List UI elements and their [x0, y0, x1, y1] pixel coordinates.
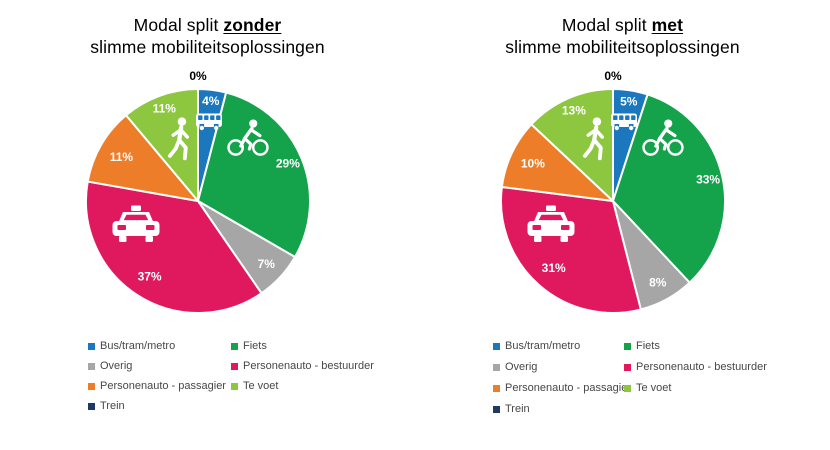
legend-label-personenauto-passagier: Personenauto - passagier [100, 380, 226, 392]
legend-swatch-personenauto-passagier [88, 383, 95, 390]
legend-swatch-overig [88, 363, 95, 370]
legend-item-personenauto-bestuurder: Personenauto - bestuurder [624, 361, 767, 374]
legend-item-trein: Trein [493, 403, 624, 416]
legend-swatch-personenauto-passagier [493, 385, 500, 392]
pie-label-personenauto-passagier: 10% [521, 156, 545, 170]
legend-label-overig: Overig [505, 361, 538, 373]
title-line2: slimme mobiliteitsoplossingen [505, 37, 740, 57]
legend-item-bus-tram-metro: Bus/tram/metro [493, 340, 624, 353]
pie-label-fiets: 33% [696, 173, 720, 187]
legend-item-fiets: Fiets [624, 340, 767, 353]
title-keyword: zonder [223, 15, 282, 35]
pie-label-fiets: 29% [276, 156, 300, 170]
legend-item-personenauto-passagier: Personenauto - passagier [88, 380, 231, 393]
legend-label-fiets: Fiets [243, 340, 267, 352]
pie-label-te-voet: 13% [562, 104, 586, 118]
pie-label-overig: 8% [649, 276, 667, 290]
pie-slice-te-voet [125, 88, 199, 202]
pie-label-overig: 7% [258, 257, 276, 271]
legend-item-personenauto-passagier: Personenauto - passagier [493, 382, 631, 395]
chart-panel-zonder: Modal split zonder slimme mobiliteitsopl… [8, 14, 407, 413]
legend-swatch-bus-tram-metro [493, 343, 500, 350]
pie-label-bus-tram-metro: 4% [202, 94, 220, 108]
legend-zonder: Bus/tram/metro Fiets Overig Personenauto - … [88, 340, 374, 413]
chart-title-met: Modal split met slimme mobiliteitsoploss… [423, 14, 822, 58]
legend-label-trein: Trein [505, 403, 530, 415]
legend-item-fiets: Fiets [231, 340, 374, 353]
legend-item-overig: Overig [88, 360, 231, 373]
legend-swatch-fiets [624, 343, 631, 350]
legend-swatch-trein [493, 406, 500, 413]
pie-label-personenauto-passagier: 11% [110, 150, 134, 164]
legend-swatch-te-voet [231, 383, 238, 390]
title-prefix: Modal split [561, 15, 647, 35]
legend-swatch-personenauto-bestuurder [624, 364, 631, 371]
chart-title-zonder: Modal split zonder slimme mobiliteitsopl… [8, 14, 407, 58]
legend-label-trein: Trein [100, 400, 125, 412]
legend-label-personenauto-bestuurder: Personenauto - bestuurder [243, 360, 374, 372]
legend-item-te-voet: Te voet [231, 380, 374, 393]
legend-swatch-bus-tram-metro [88, 343, 95, 350]
pie-slice-te-voet [530, 88, 614, 202]
legend-label-fiets: Fiets [636, 340, 660, 352]
pie-slice-fiets [612, 93, 726, 284]
legend-item-overig: Overig [493, 361, 624, 374]
legend-met: Bus/tram/metro Fiets Overig Personenauto - … [493, 340, 767, 416]
legend-swatch-overig [493, 364, 500, 371]
pie-label-personenauto-bestuurder: 31% [542, 261, 566, 275]
pie-label-trein: 0% [604, 69, 622, 83]
legend-swatch-fiets [231, 343, 238, 350]
pie-slice-fiets [197, 91, 311, 258]
legend-item-trein: Trein [88, 400, 231, 413]
legend-label-te-voet: Te voet [636, 382, 672, 394]
legend-item-personenauto-bestuurder: Personenauto - bestuurder [231, 360, 374, 373]
legend-swatch-personenauto-bestuurder [231, 363, 238, 370]
pie-label-trein: 0% [189, 69, 207, 83]
legend-item-te-voet: Te voet [624, 382, 767, 395]
pie-label-bus-tram-metro: 5% [620, 94, 638, 108]
pie-chart-zonder: 4% 29% 7% 37% 11% 11% 0% [85, 69, 311, 314]
legend-label-te-voet: Te voet [243, 380, 279, 392]
legend-item-bus-tram-metro: Bus/tram/metro [88, 340, 231, 353]
pie-chart-met: 5% 33% 8% 31% 10% 13% 0% [500, 69, 726, 314]
legend-swatch-te-voet [624, 385, 631, 392]
title-line2: slimme mobiliteitsoplossingen [90, 37, 325, 57]
title-prefix: Modal split [133, 15, 219, 35]
legend-label-personenauto-bestuurder: Personenauto - bestuurder [636, 361, 767, 373]
chart-panel-met: Modal split met slimme mobiliteitsoploss… [415, 0, 830, 450]
legend-swatch-trein [88, 403, 95, 410]
legend-label-bus-tram-metro: Bus/tram/metro [100, 340, 176, 352]
pie-slice-personenauto-passagier [86, 114, 199, 202]
pie-label-te-voet: 11% [153, 101, 177, 115]
pie-label-personenauto-bestuurder: 37% [138, 269, 162, 283]
legend-label-overig: Overig [100, 360, 133, 372]
legend-label-bus-tram-metro: Bus/tram/metro [505, 340, 581, 352]
legend-label-personenauto-passagier: Personenauto - passagier [505, 382, 631, 394]
title-keyword: met [651, 15, 684, 35]
